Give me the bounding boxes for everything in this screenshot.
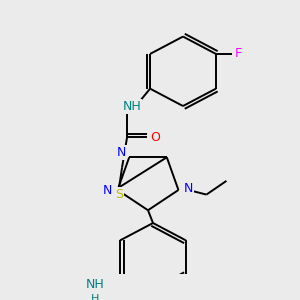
Text: NH: NH xyxy=(123,100,142,113)
Text: NH: NH xyxy=(86,278,104,291)
Text: O: O xyxy=(150,130,160,144)
Text: H: H xyxy=(91,294,99,300)
Text: F: F xyxy=(234,47,242,60)
Text: N: N xyxy=(184,182,193,195)
Text: S: S xyxy=(115,188,123,201)
Text: N: N xyxy=(103,184,112,196)
Text: N: N xyxy=(116,146,126,159)
